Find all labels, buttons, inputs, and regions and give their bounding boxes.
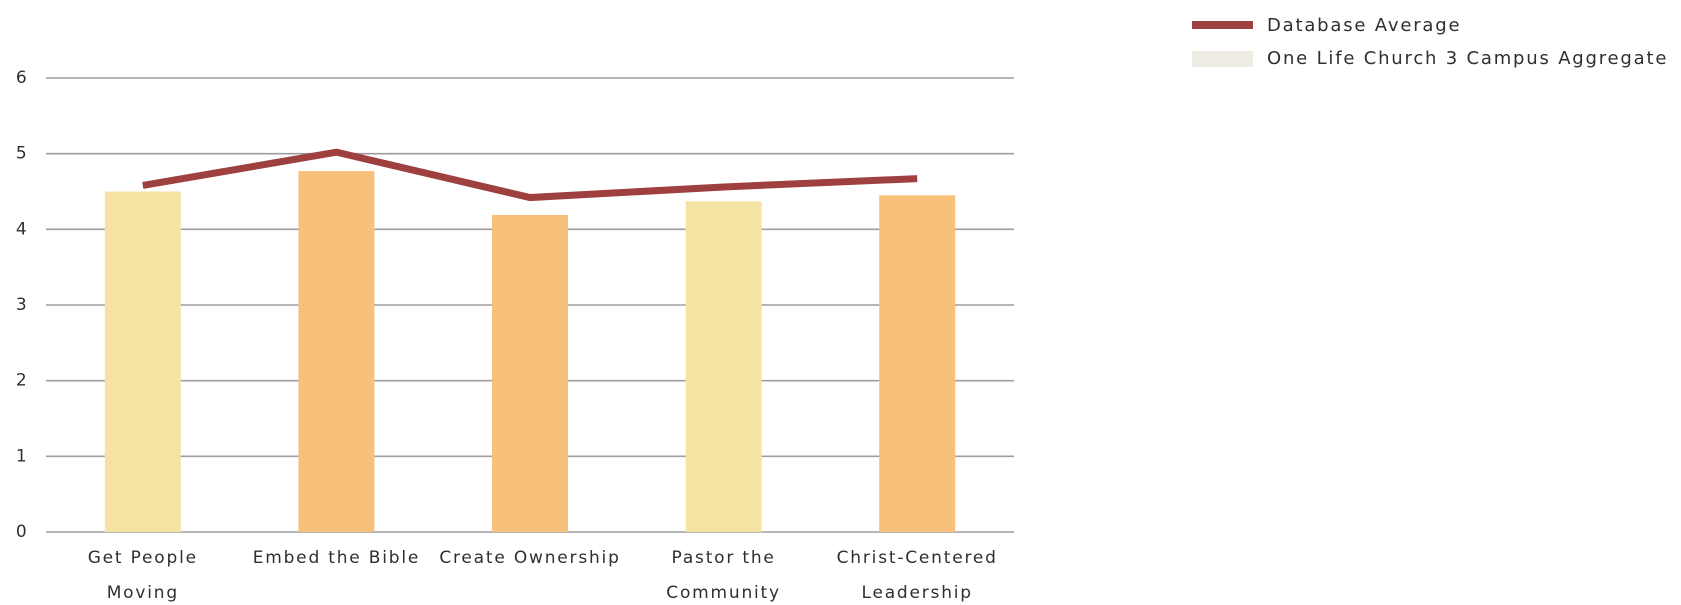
legend-swatch-line: [1192, 21, 1253, 29]
bar-2: [492, 214, 568, 532]
x-label-4-line-1: Leadership: [861, 583, 972, 603]
bar-4: [879, 195, 956, 533]
bar-3: [685, 201, 762, 532]
legend-swatch-bar: [1192, 51, 1253, 67]
y-tick-5: 5: [16, 144, 28, 164]
x-label-2-line-0: Create Ownership: [439, 548, 620, 568]
legend: Database Average One Life Church 3 Campu…: [1192, 15, 1668, 69]
bars: [104, 171, 956, 533]
y-tick-2: 2: [16, 371, 28, 391]
bar-0: [104, 191, 181, 532]
x-axis-labels: Get People Moving Embed the Bible Create Ow…: [88, 548, 998, 603]
x-label-4-line-0: Christ-Centered: [837, 548, 998, 568]
line-series: [142, 148, 918, 202]
bar-1: [298, 171, 375, 532]
legend-label-bar: One Life Church 3 Campus Aggregate: [1267, 48, 1668, 69]
y-tick-4: 4: [16, 219, 28, 239]
x-label-0-line-0: Get People: [88, 548, 198, 568]
x-label-3-line-0: Pastor the: [672, 548, 776, 568]
x-label-0-line-1: Moving: [107, 583, 179, 603]
y-tick-6: 6: [16, 68, 28, 88]
line-database-average: [142, 148, 918, 202]
x-label-3-line-1: Community: [666, 583, 781, 603]
x-label-1-line-0: Embed the Bible: [253, 548, 420, 568]
y-tick-0: 0: [16, 522, 28, 542]
legend-label-line: Database Average: [1267, 15, 1461, 36]
y-tick-1: 1: [16, 446, 28, 466]
y-axis-ticks: 0 1 2 3 4 5 6: [16, 68, 28, 542]
y-tick-3: 3: [16, 295, 28, 315]
